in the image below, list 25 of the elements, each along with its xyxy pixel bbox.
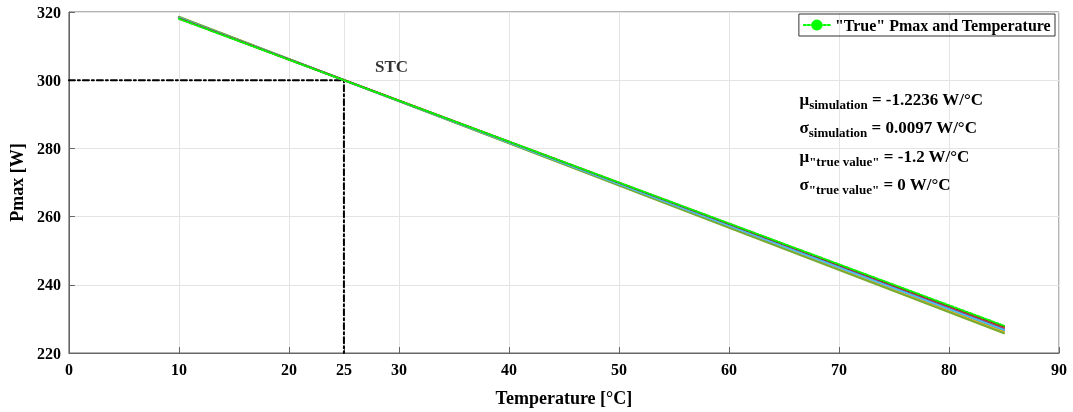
- annotation: σ$_{"true value"}$ = 0 W/°C: [799, 174, 952, 200]
- annotation: μ$_{simulation}$ = -1.2236 W/°C: [799, 89, 983, 115]
- y-tick-label: 320: [36, 3, 61, 21]
- x-tick-label: 50: [610, 360, 627, 378]
- x-tick-label: 40: [500, 360, 517, 378]
- x-tick-label: 20: [280, 360, 297, 378]
- x-tick-label: 70: [830, 360, 847, 378]
- y-tick-label: 220: [36, 344, 61, 362]
- x-tick-label: 80: [940, 360, 957, 378]
- x-tick-label: 60: [720, 360, 737, 378]
- annotation: μ$_{"true value"}$ = -1.2 W/°C: [799, 145, 971, 172]
- x-tick-label: 25: [335, 360, 352, 378]
- y-tick-label: 240: [36, 276, 61, 294]
- annotation: STC: [374, 56, 409, 76]
- legend-label: "True" Pmax and Temperature: [834, 16, 1051, 35]
- x-tick-label: 30: [390, 360, 407, 378]
- x-tick-label: 90: [1051, 360, 1067, 378]
- annotation: σ$_{simulation}$ = 0.0097 W/°C: [799, 117, 978, 143]
- x-axis-title: Temperature [°C]: [495, 388, 633, 408]
- x-tick-label: 10: [170, 360, 187, 378]
- y-tick-label: 280: [36, 139, 61, 157]
- y-tick-label: 300: [36, 71, 61, 89]
- y-tick-label: 260: [36, 208, 61, 226]
- y-axis-title: Pmax [W]: [7, 143, 27, 222]
- x-tick-label: 0: [64, 360, 73, 378]
